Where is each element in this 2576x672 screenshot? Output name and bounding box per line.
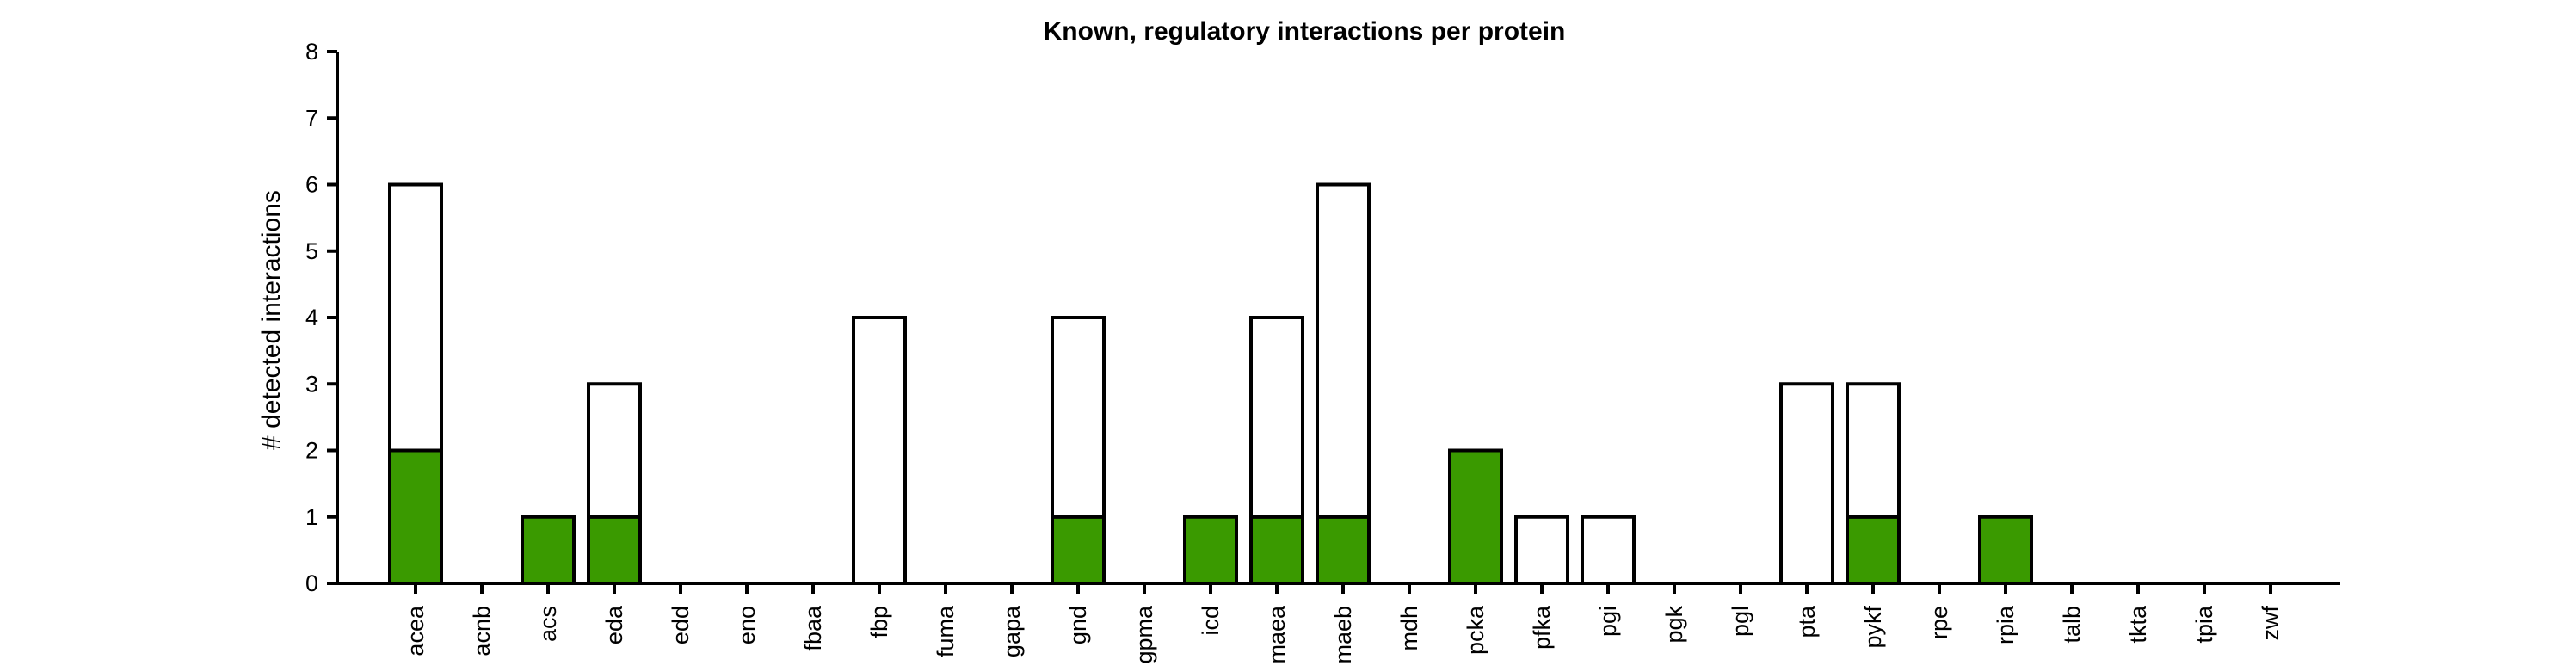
bars-group bbox=[388, 182, 2033, 585]
bar-acea-segment-2 bbox=[388, 182, 443, 453]
x-tick-label-eda: eda bbox=[601, 605, 627, 644]
bar-maeb-segment-1 bbox=[1316, 515, 1371, 585]
x-tick-label-acs: acs bbox=[535, 606, 561, 642]
x-tick-label-pfka: pfka bbox=[1529, 605, 1555, 650]
bar-pykf-segment-1 bbox=[1846, 515, 1901, 585]
x-tick-label-pcka: pcka bbox=[1463, 605, 1488, 655]
chart-title: Known, regulatory interactions per prote… bbox=[1044, 17, 1566, 46]
y-tick-label-8: 8 bbox=[305, 39, 318, 65]
bar-eda-segment-1 bbox=[587, 515, 642, 585]
bar-pykf-segment-2 bbox=[1846, 382, 1901, 519]
x-tick-label-pgl: pgl bbox=[1728, 606, 1753, 637]
x-tick-label-rpe: rpe bbox=[1926, 606, 1952, 639]
x-tick-label-pykf: pykf bbox=[1860, 606, 1886, 649]
y-tick-label-6: 6 bbox=[305, 172, 318, 198]
bar-eda-segment-2 bbox=[587, 382, 642, 519]
x-tick-label-acnb: acnb bbox=[469, 606, 495, 657]
bar-acea-segment-1 bbox=[388, 448, 443, 585]
x-tick-label-tpia: tpia bbox=[2191, 605, 2217, 644]
x-tick-label-edd: edd bbox=[668, 606, 693, 644]
bar-acs-segment-1 bbox=[521, 515, 576, 585]
x-tick-label-maea: maea bbox=[1264, 605, 1290, 664]
x-ticks-group: acea acnb acs eda edd eno fbaa fbp fuma gapa gnd gp… bbox=[403, 583, 2283, 664]
x-tick-label-gapa: gapa bbox=[999, 605, 1025, 657]
x-tick-label-eno: eno bbox=[734, 606, 760, 644]
y-tick-label-5: 5 bbox=[305, 238, 318, 264]
bar-maeb-segment-2 bbox=[1316, 182, 1371, 519]
bar-icd-segment-1 bbox=[1183, 515, 1238, 585]
x-tick-label-fuma: fuma bbox=[933, 605, 958, 657]
bar-maea-segment-1 bbox=[1249, 515, 1304, 585]
x-tick-label-pgk: pgk bbox=[1661, 606, 1687, 644]
x-tick-label-tkta: tkta bbox=[2125, 605, 2151, 644]
x-tick-label-acea: acea bbox=[403, 605, 428, 657]
bar-maea-segment-2 bbox=[1249, 316, 1304, 519]
x-tick-label-maeb: maeb bbox=[1330, 606, 1356, 664]
x-tick-label-gpma: gpma bbox=[1131, 605, 1157, 664]
bar-pta-segment-2 bbox=[1779, 382, 1834, 585]
x-tick-label-talb: talb bbox=[2059, 606, 2085, 644]
x-tick-label-fbp: fbp bbox=[866, 606, 892, 638]
bar-pcka-segment-1 bbox=[1448, 448, 1503, 585]
bar-fbp-segment-2 bbox=[852, 316, 907, 585]
x-tick-label-rpia: rpia bbox=[1993, 605, 2018, 644]
y-axis-label: # detected interactions bbox=[257, 190, 286, 450]
bar-pfka-segment-2 bbox=[1514, 515, 1569, 585]
x-tick-label-fbaa: fbaa bbox=[800, 605, 826, 651]
x-tick-label-mdh: mdh bbox=[1396, 606, 1422, 651]
y-tick-label-4: 4 bbox=[305, 305, 318, 330]
bar-gnd-segment-2 bbox=[1051, 316, 1106, 519]
x-tick-label-gnd: gnd bbox=[1065, 606, 1091, 644]
x-tick-label-pta: pta bbox=[1794, 605, 1820, 638]
y-ticks-group: 0 1 2 3 4 5 6 7 8 bbox=[305, 39, 337, 596]
bar-gnd-segment-1 bbox=[1051, 515, 1106, 585]
y-tick-label-3: 3 bbox=[305, 371, 318, 397]
x-tick-label-icd: icd bbox=[1198, 606, 1223, 636]
bar-rpia-segment-1 bbox=[1978, 515, 2033, 585]
y-tick-label-2: 2 bbox=[305, 438, 318, 464]
x-tick-label-zwf: zwf bbox=[2258, 606, 2283, 641]
y-tick-label-1: 1 bbox=[305, 504, 318, 530]
y-tick-label-0: 0 bbox=[305, 570, 318, 596]
x-tick-label-pgi: pgi bbox=[1595, 606, 1621, 637]
bar-pgi-segment-2 bbox=[1581, 515, 1636, 585]
y-tick-label-7: 7 bbox=[305, 105, 318, 131]
